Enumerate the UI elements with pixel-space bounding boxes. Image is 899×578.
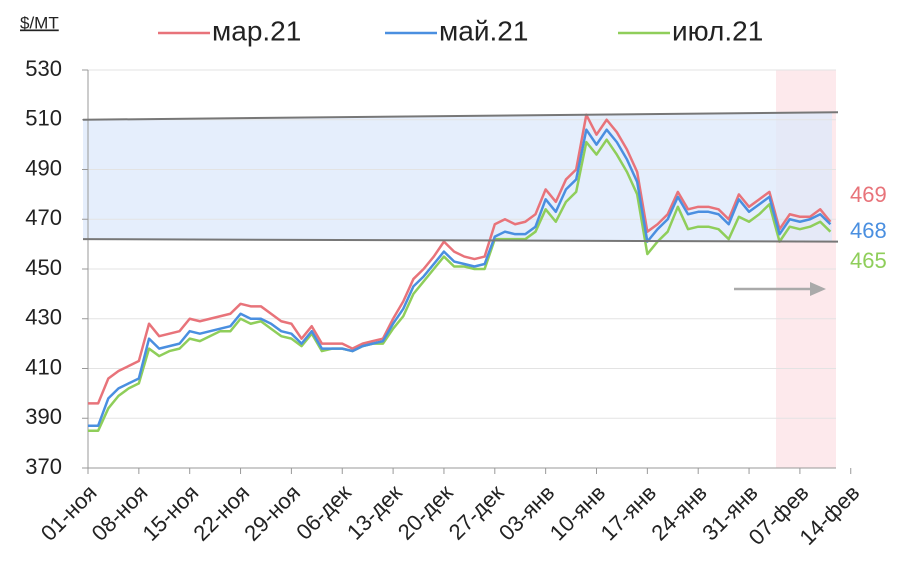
x-tick-label: 27-дек — [444, 480, 509, 545]
end-value-label: 465 — [850, 248, 887, 273]
x-tick-label: 03-янв — [494, 480, 559, 545]
x-tick-label: 15-ноя — [138, 480, 204, 546]
end-value-label: 468 — [850, 218, 887, 243]
y-tick-label: 370 — [25, 454, 62, 479]
channel-lower — [82, 238, 839, 243]
series-line — [88, 138, 832, 432]
x-tick-label: 13-дек — [342, 480, 407, 545]
legend-label: май.21 — [439, 15, 528, 46]
x-tick-label: 06-дек — [291, 480, 356, 545]
x-tick-label: 24-янв — [646, 480, 711, 545]
end-value-label: 469 — [850, 182, 887, 207]
x-tick-label: 17-янв — [596, 480, 661, 545]
x-tick-label: 22-ноя — [188, 480, 254, 546]
channel-upper — [82, 111, 839, 121]
channel-band — [83, 112, 832, 242]
y-tick-label: 470 — [25, 205, 62, 230]
x-tick-label: 29-ноя — [239, 480, 305, 546]
y-axis-label: $/MT — [20, 13, 59, 32]
series-line — [88, 113, 832, 405]
x-tick-label: 01-ноя — [36, 480, 102, 546]
y-tick-label: 430 — [25, 305, 62, 330]
y-tick-label: 390 — [25, 404, 62, 429]
series-line — [88, 128, 832, 427]
arrow-head — [810, 282, 826, 296]
x-tick-label: 10-янв — [545, 480, 610, 545]
legend-label: мар.21 — [212, 15, 301, 46]
x-tick-label: 20-дек — [393, 480, 458, 545]
y-tick-label: 530 — [25, 56, 62, 81]
y-tick-label: 450 — [25, 255, 62, 280]
y-tick-label: 510 — [25, 106, 62, 131]
y-tick-label: 410 — [25, 354, 62, 379]
y-tick-label: 490 — [25, 155, 62, 180]
x-tick-label: 08-ноя — [87, 480, 153, 546]
legend-label: июл.21 — [672, 15, 763, 46]
